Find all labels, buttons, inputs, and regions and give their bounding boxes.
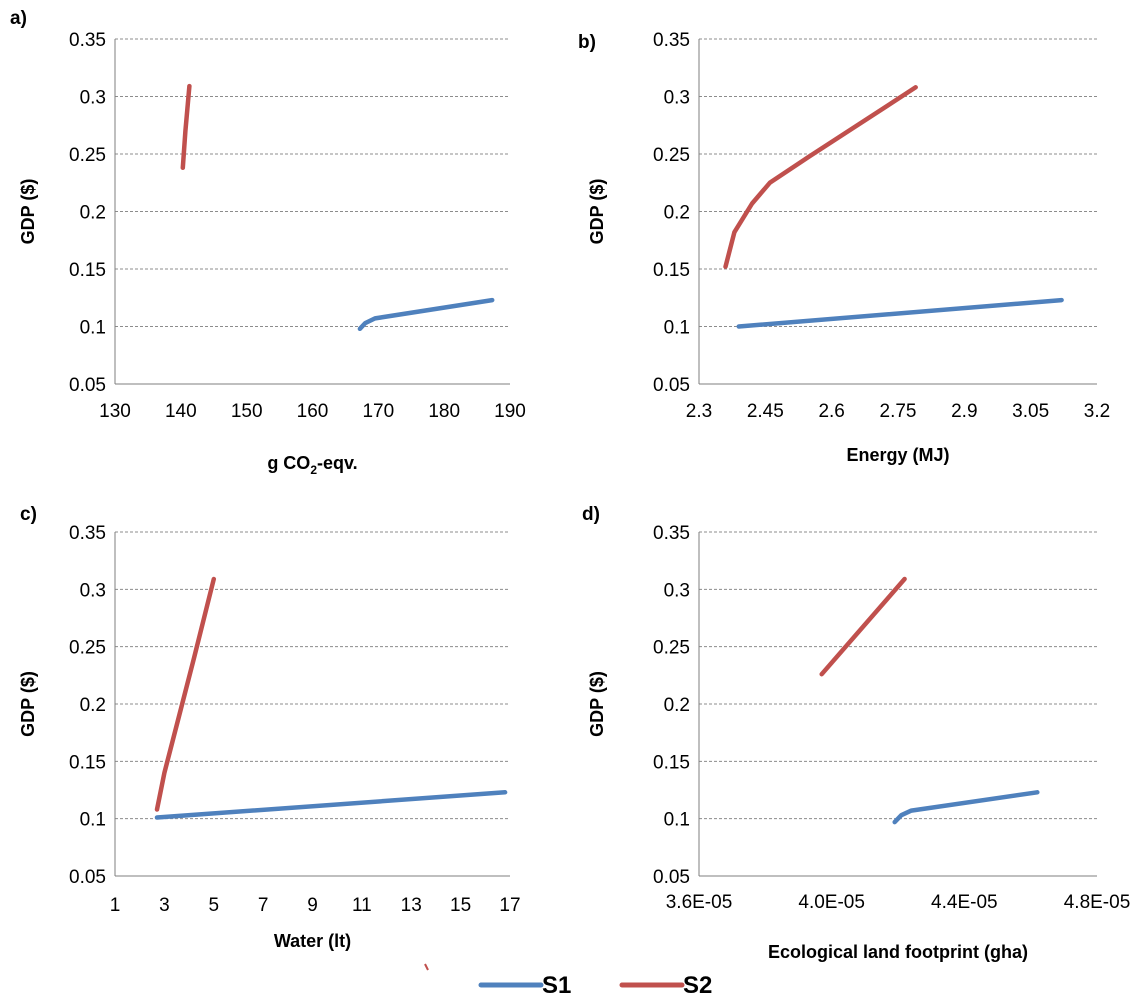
x-tick-label: 17 xyxy=(499,895,520,916)
y-tick-label: 0.05 xyxy=(653,375,690,396)
y-axis-title: GDP ($) xyxy=(18,179,38,245)
y-tick-label: 0.25 xyxy=(69,145,106,166)
x-tick-label: 170 xyxy=(362,401,394,422)
legend-artifact-mark xyxy=(424,963,429,971)
series-line-s1 xyxy=(892,790,1040,825)
y-tick-label: 0.15 xyxy=(653,260,690,281)
x-tick-label: 150 xyxy=(231,401,263,422)
x-tick-label: 15 xyxy=(450,895,471,916)
x-tick-label: 1 xyxy=(110,895,121,916)
y-tick-label: 0.2 xyxy=(664,695,690,716)
panel-label: a) xyxy=(10,8,27,29)
y-tick-label: 0.05 xyxy=(69,375,106,396)
y-tick-label: 0.2 xyxy=(80,203,106,224)
x-tick-label: 3.6E-05 xyxy=(666,892,733,913)
x-tick-label: 160 xyxy=(297,401,329,422)
series-line-s1 xyxy=(736,297,1064,329)
x-tick-label: 190 xyxy=(494,401,526,422)
series-line-s2 xyxy=(819,576,907,677)
legend-label-s2: S2 xyxy=(683,972,712,994)
y-tick-label: 0.15 xyxy=(69,752,106,773)
x-axis-title: Ecological land footprint (gha) xyxy=(768,942,1028,962)
legend-label-s1: S1 xyxy=(542,972,571,994)
y-tick-label: 0.35 xyxy=(653,30,690,51)
x-tick-label: 11 xyxy=(352,895,372,916)
chart-panel-2: 0.05 0.1 0.15 0.2 0.25 0.3 0.35 2.3 2.45 2.6 2.75 2… xyxy=(578,30,1110,465)
x-tick-label: 3.2 xyxy=(1084,401,1110,422)
y-tick-label: 0.1 xyxy=(80,318,106,339)
x-tick-label: 140 xyxy=(165,401,197,422)
chart-panel-3: 0.050.10.150.20.250.30.351 3 5 7 9 11 13 15 17GD… xyxy=(18,504,521,951)
y-tick-label: 0.35 xyxy=(653,523,690,544)
x-tick-label: 130 xyxy=(99,401,131,422)
x-axis-title: g CO2-eqv. xyxy=(267,453,357,477)
legend: S1 S2 xyxy=(424,963,712,994)
panel-label: c) xyxy=(20,504,37,525)
y-tick-label: 0.2 xyxy=(80,695,106,716)
panel-label: b) xyxy=(578,32,596,53)
y-tick-label: 0.25 xyxy=(653,145,690,166)
y-tick-label: 0.3 xyxy=(664,88,690,109)
series-line-s2 xyxy=(180,83,192,171)
x-tick-label: 7 xyxy=(258,895,269,916)
x-tick-label: 13 xyxy=(401,895,422,916)
x-tick-label: 4.8E-05 xyxy=(1064,892,1131,913)
y-axis-title: GDP ($) xyxy=(587,671,607,737)
series-line-s1 xyxy=(357,297,495,332)
x-tick-label: 9 xyxy=(307,895,318,916)
y-tick-label: 0.05 xyxy=(653,867,690,888)
x-tick-label: 180 xyxy=(428,401,460,422)
series-line-s1 xyxy=(154,790,508,820)
x-tick-label: 3 xyxy=(159,895,170,916)
y-tick-label: 0.15 xyxy=(69,260,106,281)
y-tick-label: 0.2 xyxy=(664,203,690,224)
x-tick-label: 3.05 xyxy=(1012,401,1049,422)
panel-label: d) xyxy=(582,504,600,525)
x-tick-label: 4.4E-05 xyxy=(931,892,998,913)
y-axis-title: GDP ($) xyxy=(18,671,38,737)
y-tick-label: 0.15 xyxy=(653,752,690,773)
y-tick-label: 0.3 xyxy=(664,580,690,601)
y-tick-label: 0.3 xyxy=(80,88,106,109)
x-tick-label: 5 xyxy=(208,895,219,916)
y-tick-label: 0.05 xyxy=(69,867,106,888)
x-tick-label: 2.9 xyxy=(951,401,977,422)
x-tick-label: 2.3 xyxy=(686,401,712,422)
y-tick-label: 0.25 xyxy=(69,638,106,659)
y-tick-label: 0.35 xyxy=(69,30,106,51)
y-tick-label: 0.1 xyxy=(664,318,690,339)
y-tick-label: 0.3 xyxy=(80,580,106,601)
y-tick-label: 0.25 xyxy=(653,638,690,659)
y-tick-label: 0.35 xyxy=(69,523,106,544)
y-axis-title: GDP ($) xyxy=(587,179,607,245)
x-tick-label: 4.0E-05 xyxy=(798,892,865,913)
x-tick-label: 2.6 xyxy=(818,401,844,422)
x-tick-label: 2.45 xyxy=(747,401,784,422)
chart-panel-1: 0.05 0.1 0.15 0.2 0.25 0.3 0.35 130 140 150 160 170… xyxy=(10,8,526,477)
series-line-s2 xyxy=(723,85,918,269)
x-axis-title: Water (lt) xyxy=(274,931,351,951)
x-axis-title: Energy (MJ) xyxy=(846,445,949,465)
series-line-s2 xyxy=(154,576,217,812)
chart-panel-4: 0.05 0.1 0.15 0.2 0.25 0.3 0.35 3.6E-05 4.0E-05 4… xyxy=(582,504,1130,962)
x-tick-label: 2.75 xyxy=(880,401,917,422)
y-tick-label: 0.1 xyxy=(664,810,690,831)
y-tick-label: 0.1 xyxy=(80,810,106,831)
